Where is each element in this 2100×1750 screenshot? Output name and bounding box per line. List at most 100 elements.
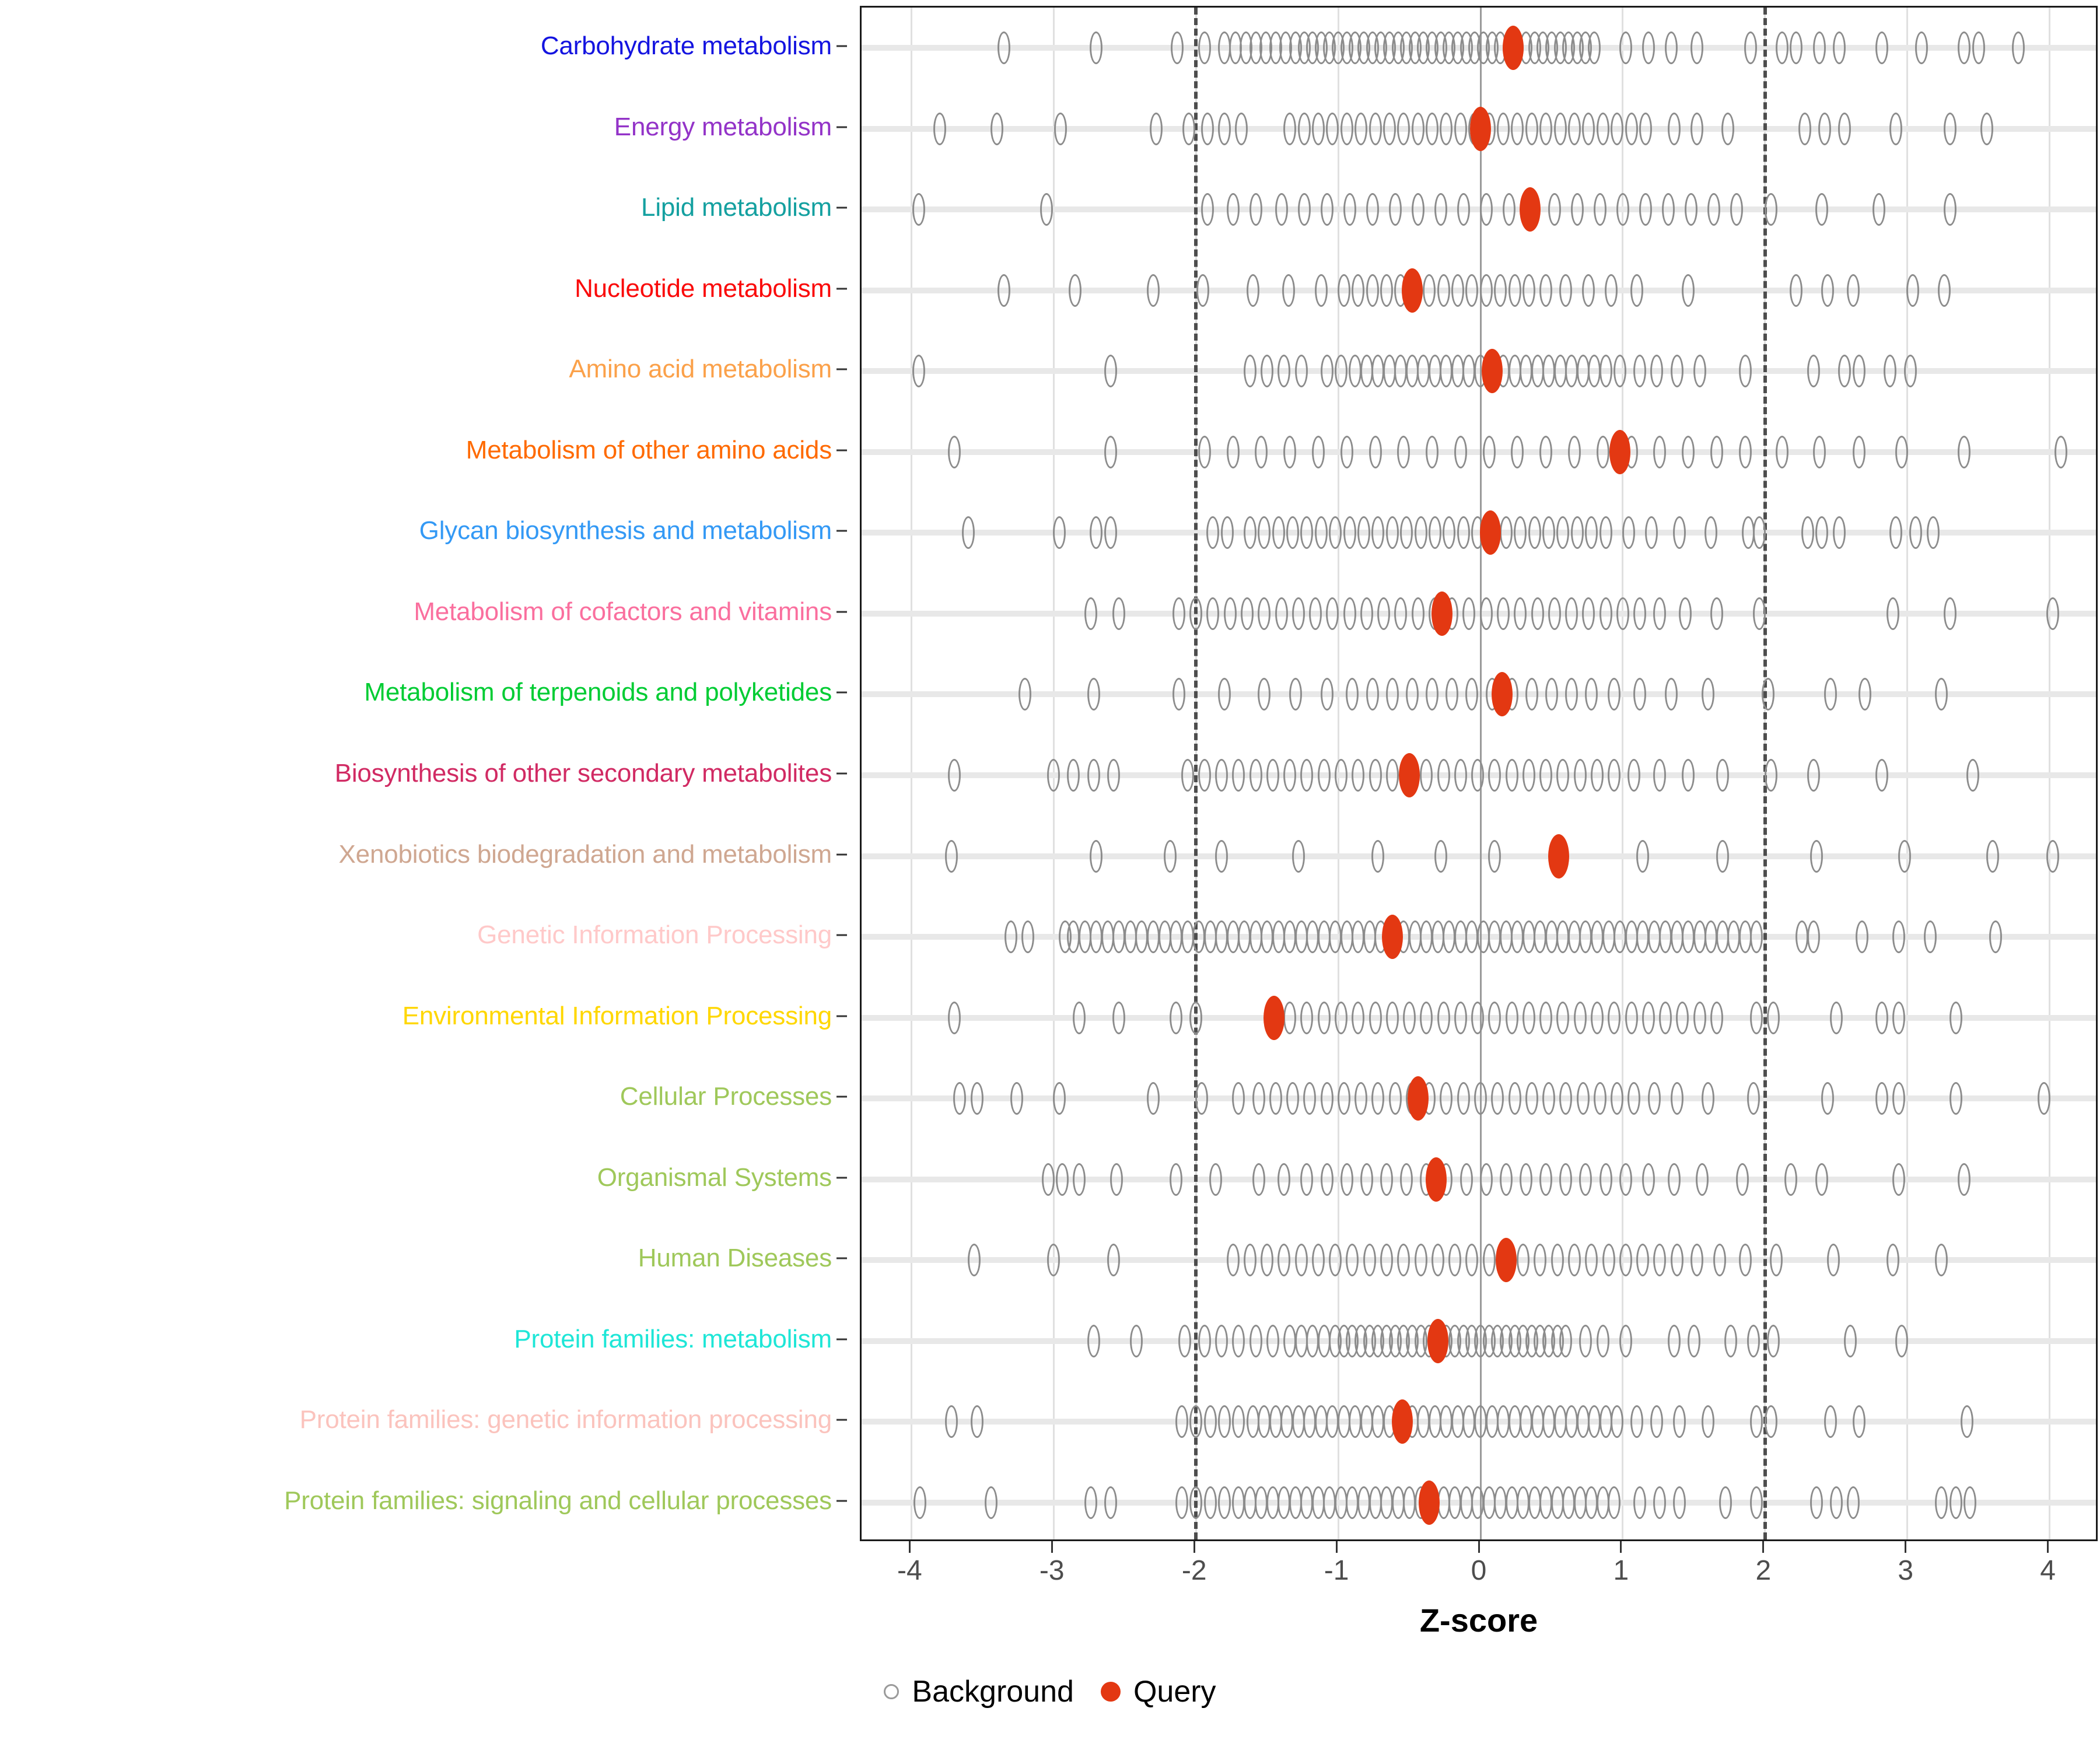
background-point (1054, 112, 1068, 145)
background-point (1326, 597, 1339, 630)
background-point (1283, 759, 1297, 792)
background-point (1636, 1244, 1650, 1277)
background-point (1084, 597, 1097, 630)
query-point[interactable] (1399, 753, 1420, 797)
background-point (1812, 32, 1826, 65)
background-point (1972, 32, 1985, 65)
background-point (1300, 516, 1314, 550)
background-point (1599, 355, 1612, 388)
background-point (1385, 678, 1399, 711)
background-point (1368, 759, 1382, 792)
background-point (1405, 678, 1419, 711)
background-point (1266, 1324, 1279, 1357)
query-point[interactable] (1391, 1399, 1413, 1444)
background-point (1215, 759, 1228, 792)
background-point (1090, 839, 1103, 873)
background-point (1986, 839, 2000, 873)
y-axis-tick (836, 1500, 847, 1502)
background-point (1525, 1082, 1538, 1115)
query-point[interactable] (1548, 834, 1570, 878)
background-point (1420, 759, 1433, 792)
legend-item-query[interactable]: Query (1100, 1674, 1216, 1709)
query-point[interactable] (1432, 591, 1453, 636)
y-axis-tick (836, 1015, 847, 1017)
background-point (1821, 274, 1835, 307)
background-point (1852, 435, 1866, 468)
legend-item-background[interactable]: Background (884, 1674, 1074, 1709)
query-point[interactable] (1401, 268, 1423, 313)
background-point (1297, 112, 1311, 145)
background-point (1170, 1163, 1183, 1196)
background-point (1989, 921, 2002, 954)
background-point (1110, 1163, 1123, 1196)
background-point (1812, 435, 1826, 468)
background-point (1292, 839, 1305, 873)
background-point (1465, 274, 1479, 307)
background-point (1196, 274, 1210, 307)
query-point[interactable] (1264, 995, 1285, 1040)
background-point (1499, 1163, 1513, 1196)
x-axis-tick-label: -3 (1039, 1555, 1065, 1586)
background-point (1170, 1001, 1183, 1034)
background-point (1565, 597, 1578, 630)
background-point (1005, 921, 1018, 954)
background-point (1628, 759, 1641, 792)
background-point (1679, 597, 1692, 630)
background-point (1653, 1244, 1667, 1277)
query-point[interactable] (1609, 429, 1631, 474)
background-point (1747, 1324, 1760, 1357)
query-point[interactable] (1481, 349, 1503, 394)
background-point (1690, 1244, 1703, 1277)
query-point[interactable] (1503, 26, 1524, 71)
query-point[interactable] (1480, 510, 1502, 555)
x-axis-tick (1051, 1541, 1053, 1553)
background-point (1198, 32, 1211, 65)
background-point (1090, 516, 1103, 550)
query-point[interactable] (1381, 915, 1403, 960)
background-point (1653, 597, 1667, 630)
query-point[interactable] (1491, 672, 1513, 717)
background-point (1730, 193, 1744, 226)
background-point (1426, 435, 1439, 468)
background-point (1497, 597, 1510, 630)
query-point[interactable] (1407, 1076, 1429, 1121)
query-point[interactable] (1495, 1238, 1517, 1283)
y-axis-tick (836, 1257, 847, 1259)
query-point[interactable] (1427, 1318, 1448, 1363)
query-point[interactable] (1419, 1480, 1440, 1525)
background-point (1235, 112, 1248, 145)
background-point (1702, 1082, 1715, 1115)
background-point (1334, 355, 1348, 388)
background-point (1217, 678, 1231, 711)
background-point (1198, 1324, 1211, 1357)
x-axis-tick-label: 1 (1613, 1555, 1629, 1586)
query-point[interactable] (1426, 1157, 1447, 1202)
background-point (1539, 435, 1553, 468)
background-point (1232, 1082, 1245, 1115)
background-point (1053, 516, 1066, 550)
background-point (1232, 1405, 1245, 1438)
y-axis-tick (836, 368, 847, 370)
background-point (1784, 1163, 1797, 1196)
background-point (1622, 516, 1635, 550)
background-point (1511, 435, 1524, 468)
background-point (1414, 516, 1427, 550)
background-point (1189, 1405, 1203, 1438)
background-point (1949, 1486, 1962, 1519)
background-point (1667, 1163, 1681, 1196)
query-point[interactable] (1520, 187, 1541, 232)
background-point (1670, 355, 1684, 388)
background-point (1650, 355, 1664, 388)
background-point (1243, 355, 1256, 388)
y-axis-label: Protein families: genetic information pr… (299, 1405, 832, 1434)
background-point (1724, 1324, 1738, 1357)
background-point (1488, 839, 1502, 873)
background-point (1661, 193, 1675, 226)
plot-panel (860, 6, 2098, 1541)
background-point (1354, 112, 1368, 145)
background-point (1875, 32, 1888, 65)
query-point[interactable] (1470, 106, 1491, 151)
background-point (1434, 839, 1447, 873)
background-point (1550, 1244, 1564, 1277)
threshold-line (1194, 8, 1198, 1539)
